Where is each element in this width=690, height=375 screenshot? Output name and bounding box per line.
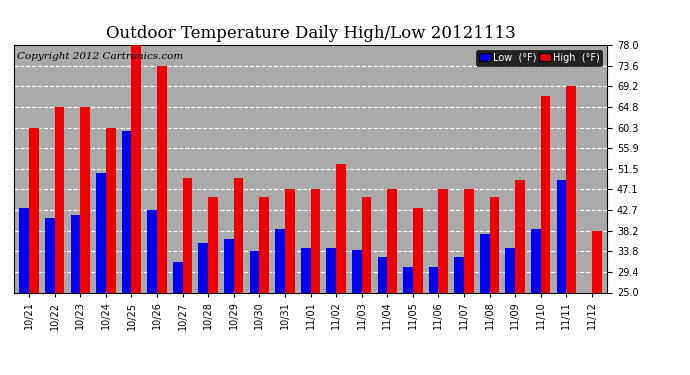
Bar bbox=[275, 230, 285, 292]
Bar bbox=[336, 164, 346, 292]
Bar bbox=[183, 178, 193, 292]
Bar bbox=[19, 207, 29, 292]
Bar bbox=[428, 267, 438, 292]
Text: Copyright 2012 Cartronics.com: Copyright 2012 Cartronics.com bbox=[17, 53, 183, 62]
Bar bbox=[505, 248, 515, 292]
Bar bbox=[515, 180, 525, 292]
Bar bbox=[106, 128, 116, 292]
Bar bbox=[55, 106, 64, 292]
Bar bbox=[541, 96, 551, 292]
Bar bbox=[489, 197, 500, 292]
Bar bbox=[132, 45, 141, 292]
Bar bbox=[310, 189, 320, 292]
Bar bbox=[285, 189, 295, 292]
Bar bbox=[121, 131, 132, 292]
Title: Outdoor Temperature Daily High/Low 20121113: Outdoor Temperature Daily High/Low 20121… bbox=[106, 25, 515, 42]
Bar bbox=[352, 251, 362, 292]
Bar bbox=[377, 258, 387, 292]
Legend: Low  (°F), High  (°F): Low (°F), High (°F) bbox=[476, 50, 602, 66]
Bar bbox=[531, 230, 541, 292]
Bar bbox=[250, 251, 259, 292]
Bar bbox=[566, 86, 576, 292]
Bar bbox=[480, 234, 489, 292]
Bar bbox=[557, 180, 566, 292]
Bar bbox=[173, 262, 183, 292]
Bar bbox=[259, 197, 269, 292]
Bar bbox=[362, 197, 371, 292]
Bar bbox=[96, 173, 106, 292]
Bar bbox=[234, 178, 244, 292]
Bar bbox=[80, 106, 90, 292]
Bar bbox=[208, 197, 218, 292]
Bar bbox=[45, 218, 55, 292]
Bar bbox=[464, 189, 473, 292]
Bar bbox=[157, 66, 167, 292]
Bar bbox=[70, 216, 80, 292]
Bar bbox=[438, 189, 448, 292]
Bar bbox=[403, 267, 413, 292]
Bar bbox=[301, 248, 310, 292]
Bar bbox=[326, 248, 336, 292]
Bar bbox=[454, 258, 464, 292]
Bar bbox=[224, 239, 234, 292]
Bar bbox=[592, 231, 602, 292]
Bar bbox=[387, 189, 397, 292]
Bar bbox=[413, 209, 422, 292]
Bar bbox=[29, 128, 39, 292]
Bar bbox=[147, 210, 157, 292]
Bar bbox=[199, 243, 208, 292]
